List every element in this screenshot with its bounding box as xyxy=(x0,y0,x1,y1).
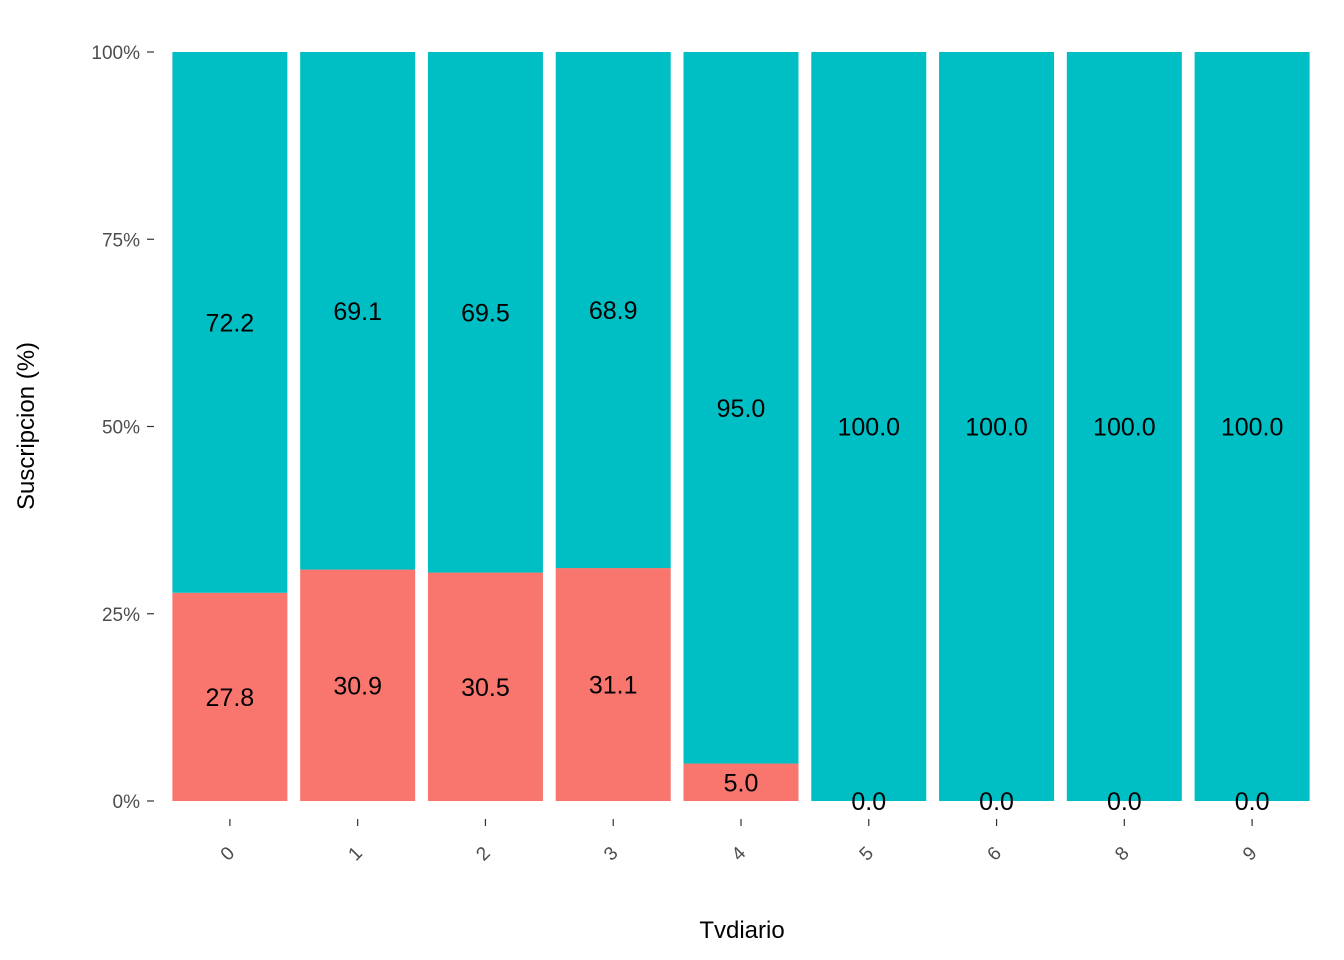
bar-segment-4-series-0 xyxy=(683,763,799,801)
bar-segment-9-series-1 xyxy=(1194,52,1310,801)
bar-segment-6-series-1 xyxy=(939,52,1055,801)
data-label-5-series-0: 0.0 xyxy=(851,788,886,816)
data-label-2-series-1: 69.5 xyxy=(461,299,510,327)
x-axis-title: Tvdiario xyxy=(699,917,784,944)
x-axis: 0 1 2 3 4 5 6 8 9 xyxy=(217,819,1261,866)
data-label-6-series-0: 0.0 xyxy=(979,788,1014,816)
bar-segment-8-series-1 xyxy=(1066,52,1182,801)
bar-segment-0-series-0 xyxy=(172,592,288,801)
data-label-8-series-1: 100.0 xyxy=(1093,414,1156,442)
x-tick-label: 3 xyxy=(600,843,622,865)
bar-segment-1-series-1 xyxy=(300,52,416,570)
y-axis: 0% 25% 50% 75% 100% xyxy=(91,43,154,813)
x-tick-label: 6 xyxy=(984,843,1006,865)
x-tick-label: 8 xyxy=(1111,843,1133,865)
bar-segment-5-series-1 xyxy=(811,52,927,801)
data-label-1-series-1: 69.1 xyxy=(333,298,382,326)
data-label-8-series-0: 0.0 xyxy=(1107,788,1142,816)
data-label-1-series-0: 30.9 xyxy=(333,672,382,700)
x-tick-label: 0 xyxy=(217,843,239,865)
data-label-4-series-1: 95.0 xyxy=(717,395,766,423)
bar-segment-3-series-1 xyxy=(555,52,671,569)
x-tick-label: 1 xyxy=(345,843,367,865)
bar-segment-4-series-1 xyxy=(683,52,799,764)
x-tick-label: 5 xyxy=(856,843,878,865)
data-label-0-series-0: 27.8 xyxy=(206,684,255,712)
bar-segment-1-series-0 xyxy=(300,569,416,801)
y-tick-label: 75% xyxy=(102,230,140,251)
bar-segment-3-series-0 xyxy=(555,568,671,801)
x-tick-label: 9 xyxy=(1239,843,1261,865)
bar-segment-0-series-1 xyxy=(172,52,288,593)
data-label-3-series-1: 68.9 xyxy=(589,297,638,325)
data-label-0-series-1: 72.2 xyxy=(206,309,255,337)
bar-segment-2-series-0 xyxy=(427,572,543,801)
bar-segment-2-series-1 xyxy=(427,52,543,573)
x-tick-label: 4 xyxy=(728,843,751,866)
data-label-6-series-1: 100.0 xyxy=(965,414,1028,442)
y-tick-label: 50% xyxy=(102,418,140,439)
x-tick-label: 2 xyxy=(472,843,494,865)
data-labels-layer: 27.8 72.2 30.9 69.1 30.5 69.5 31.1 68.9 5.0 95.0 0… xyxy=(206,297,1284,816)
data-label-5-series-1: 100.0 xyxy=(837,414,900,442)
data-label-3-series-0: 31.1 xyxy=(589,672,638,700)
bars-layer xyxy=(172,52,1310,801)
y-axis-title: Suscripcion (%) xyxy=(13,342,40,510)
y-tick-label: 25% xyxy=(102,605,140,626)
y-tick-label: 100% xyxy=(91,43,140,64)
data-label-2-series-0: 30.5 xyxy=(461,674,510,702)
data-label-4-series-0: 5.0 xyxy=(724,769,759,797)
y-tick-label: 0% xyxy=(113,792,141,813)
data-label-9-series-0: 0.0 xyxy=(1235,788,1270,816)
data-label-9-series-1: 100.0 xyxy=(1221,414,1284,442)
